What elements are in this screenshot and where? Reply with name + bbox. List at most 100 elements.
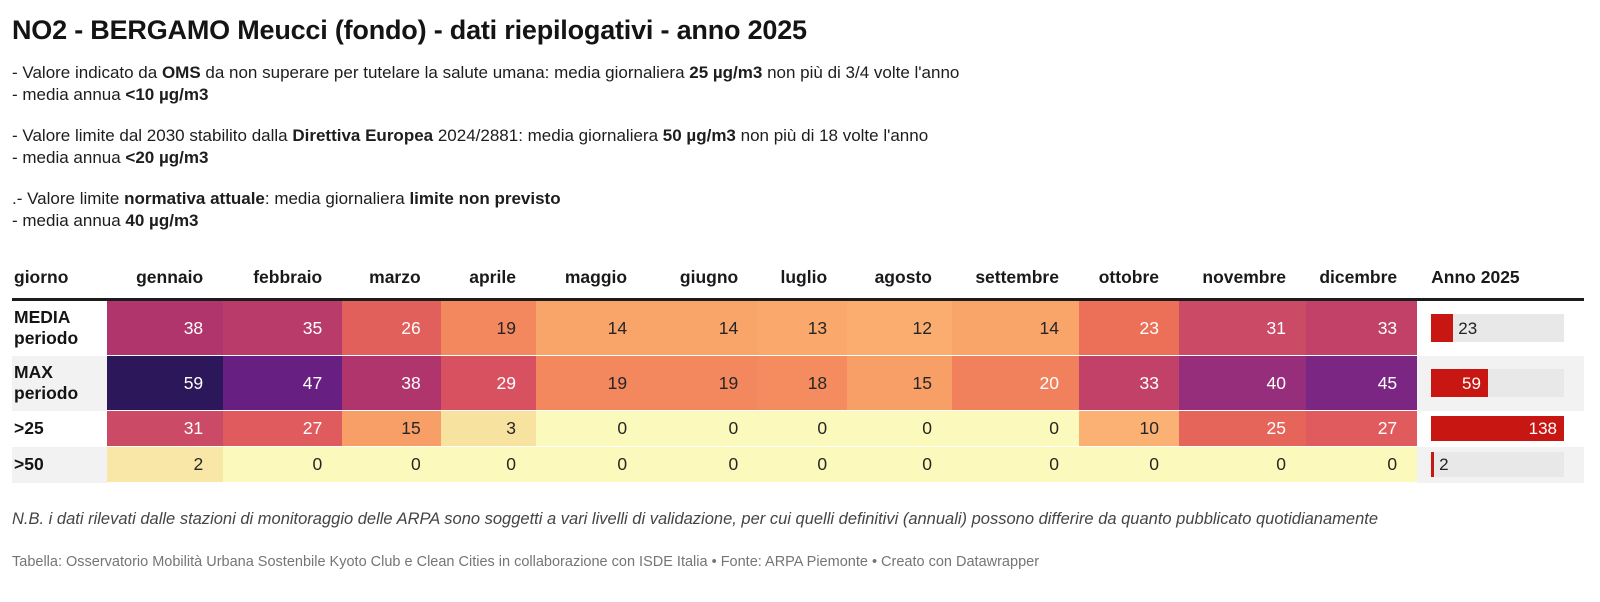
datawrapper-table-page: NO2 - BERGAMO Meucci (fondo) - dati riep… xyxy=(12,15,1584,570)
note-line: - media annua <20 µg/m3 xyxy=(12,147,209,167)
bar-cell: 138 xyxy=(1417,411,1584,447)
bar-track: 138 xyxy=(1431,416,1564,441)
bar-track: 23 xyxy=(1431,314,1564,343)
heat-cell: 33 xyxy=(1306,299,1418,356)
heat-cell: 10 xyxy=(1078,410,1179,447)
heat-cell: 0 xyxy=(1179,446,1307,483)
validation-note: N.B. i dati rilevati dalle stazioni di m… xyxy=(12,510,1379,528)
column-header-novembre: novembre xyxy=(1179,259,1307,301)
note-paragraph: .- Valore limite normativa attuale: medi… xyxy=(12,188,1584,231)
heat-cell: 13 xyxy=(758,299,848,356)
bar-value-label: 23 xyxy=(1458,318,1478,338)
heat-cell: 19 xyxy=(535,355,648,411)
heat-cell: 35 xyxy=(223,299,343,356)
heat-cell: 27 xyxy=(223,410,343,447)
note-line: - Valore limite dal 2030 stabilito dalla… xyxy=(12,126,929,145)
column-header-aprile: aprile xyxy=(440,259,536,301)
bar-value-label: 138 xyxy=(1528,419,1557,438)
heat-cell: 19 xyxy=(647,355,759,411)
bar-fill: 138 xyxy=(1431,416,1564,441)
column-header-agosto: agosto xyxy=(847,259,952,301)
table-row-50: >50 2 0 0 0 0 0 0 0 0 0 0 0 2 xyxy=(12,446,1584,483)
heat-cell: 38 xyxy=(342,355,441,411)
no2-summary-table: giorno gennaio febbraio marzo aprile maggio gi… xyxy=(12,259,1584,483)
note-paragraph: - Valore limite dal 2030 stabilito dalla… xyxy=(12,125,1584,168)
heat-cell: 18 xyxy=(758,355,848,411)
table-row-max-periodo: MAX periodo 59 47 38 29 19 19 18 15 20 33 40 45 59 xyxy=(12,355,1584,411)
heat-cell: 31 xyxy=(107,410,224,447)
heat-cell: 0 xyxy=(223,446,343,483)
note-line: - media annua <10 µg/m3 xyxy=(12,84,209,104)
heat-cell: 14 xyxy=(647,299,759,356)
column-header-giugno: giugno xyxy=(647,259,759,301)
heat-cell: 38 xyxy=(107,299,224,356)
table-row-25: >25 31 27 15 3 0 0 0 0 0 10 25 27 138 xyxy=(12,410,1584,447)
heat-cell: 45 xyxy=(1306,355,1418,411)
bar-cell: 59 xyxy=(1417,355,1584,411)
limit-notes-block: - Valore indicato da OMS da non superare… xyxy=(12,62,1584,231)
heat-cell: 14 xyxy=(535,299,648,356)
heat-cell: 33 xyxy=(1078,355,1179,411)
column-header-anno-2025: Anno 2025 xyxy=(1417,259,1584,301)
bar-fill: 59 xyxy=(1431,369,1488,397)
bar-cell: 2 xyxy=(1417,446,1584,483)
attribution-footer: Tabella: Osservatorio Mobilità Urbana So… xyxy=(12,554,1040,570)
bar-value-label: 2 xyxy=(1439,455,1449,474)
heat-cell: 0 xyxy=(847,410,952,447)
bar-fill xyxy=(1431,452,1435,477)
page-title: NO2 - BERGAMO Meucci (fondo) - dati riep… xyxy=(12,15,807,45)
row-label: MEDIA periodo xyxy=(14,307,79,349)
heat-cell: 15 xyxy=(847,355,952,411)
heat-cell: 0 xyxy=(758,446,848,483)
column-header-luglio: luglio xyxy=(758,259,848,301)
heat-cell: 0 xyxy=(951,446,1079,483)
bar-track: 59 xyxy=(1431,369,1564,397)
heat-cell: 14 xyxy=(951,299,1079,356)
heat-cell: 31 xyxy=(1179,299,1307,356)
heat-cell: 0 xyxy=(440,446,536,483)
heat-cell: 26 xyxy=(342,299,441,356)
column-header-maggio: maggio xyxy=(535,259,648,301)
heat-cell: 23 xyxy=(1078,299,1179,356)
column-header-marzo: marzo xyxy=(342,259,441,301)
heat-cell: 0 xyxy=(535,410,648,447)
heat-cell: 40 xyxy=(1179,355,1307,411)
bar-fill xyxy=(1431,314,1454,343)
heat-cell: 0 xyxy=(1078,446,1179,483)
column-header-settembre: settembre xyxy=(951,259,1079,301)
row-label: >25 xyxy=(14,418,44,438)
row-label: >50 xyxy=(12,446,108,483)
heat-cell: 0 xyxy=(647,446,759,483)
heat-cell: 0 xyxy=(1306,446,1418,483)
bar-value-label: 59 xyxy=(1462,373,1481,393)
heat-cell: 0 xyxy=(535,446,648,483)
heat-cell: 47 xyxy=(223,355,343,411)
heat-cell: 0 xyxy=(951,410,1079,447)
heat-cell: 27 xyxy=(1306,410,1418,447)
heat-cell: 0 xyxy=(647,410,759,447)
heat-cell: 29 xyxy=(440,355,536,411)
heat-cell: 3 xyxy=(440,410,536,447)
row-label: MAX periodo xyxy=(12,355,108,411)
table-header-row: giorno gennaio febbraio marzo aprile maggio gi… xyxy=(12,259,1584,301)
column-header-giorno: giorno xyxy=(12,259,108,301)
heat-cell: 59 xyxy=(107,355,224,411)
column-header-gennaio: gennaio xyxy=(107,259,224,301)
heat-cell: 0 xyxy=(758,410,848,447)
heat-cell: 0 xyxy=(847,446,952,483)
note-line: - media annua 40 µg/m3 xyxy=(12,210,199,230)
heat-cell: 25 xyxy=(1179,410,1307,447)
heat-cell: 0 xyxy=(342,446,441,483)
column-header-febbraio: febbraio xyxy=(223,259,343,301)
heat-cell: 12 xyxy=(847,299,952,356)
note-paragraph: - Valore indicato da OMS da non superare… xyxy=(12,62,1584,105)
column-header-dicembre: dicembre xyxy=(1306,259,1418,301)
heat-cell: 20 xyxy=(951,355,1079,411)
bar-cell: 23 xyxy=(1417,300,1584,356)
heat-cell: 2 xyxy=(107,446,224,483)
bar-track: 2 xyxy=(1431,452,1564,477)
heat-cell: 19 xyxy=(440,299,536,356)
note-line: - Valore indicato da OMS da non superare… xyxy=(12,63,960,82)
column-header-ottobre: ottobre xyxy=(1078,259,1179,301)
note-line: .- Valore limite normativa attuale: medi… xyxy=(12,189,561,208)
